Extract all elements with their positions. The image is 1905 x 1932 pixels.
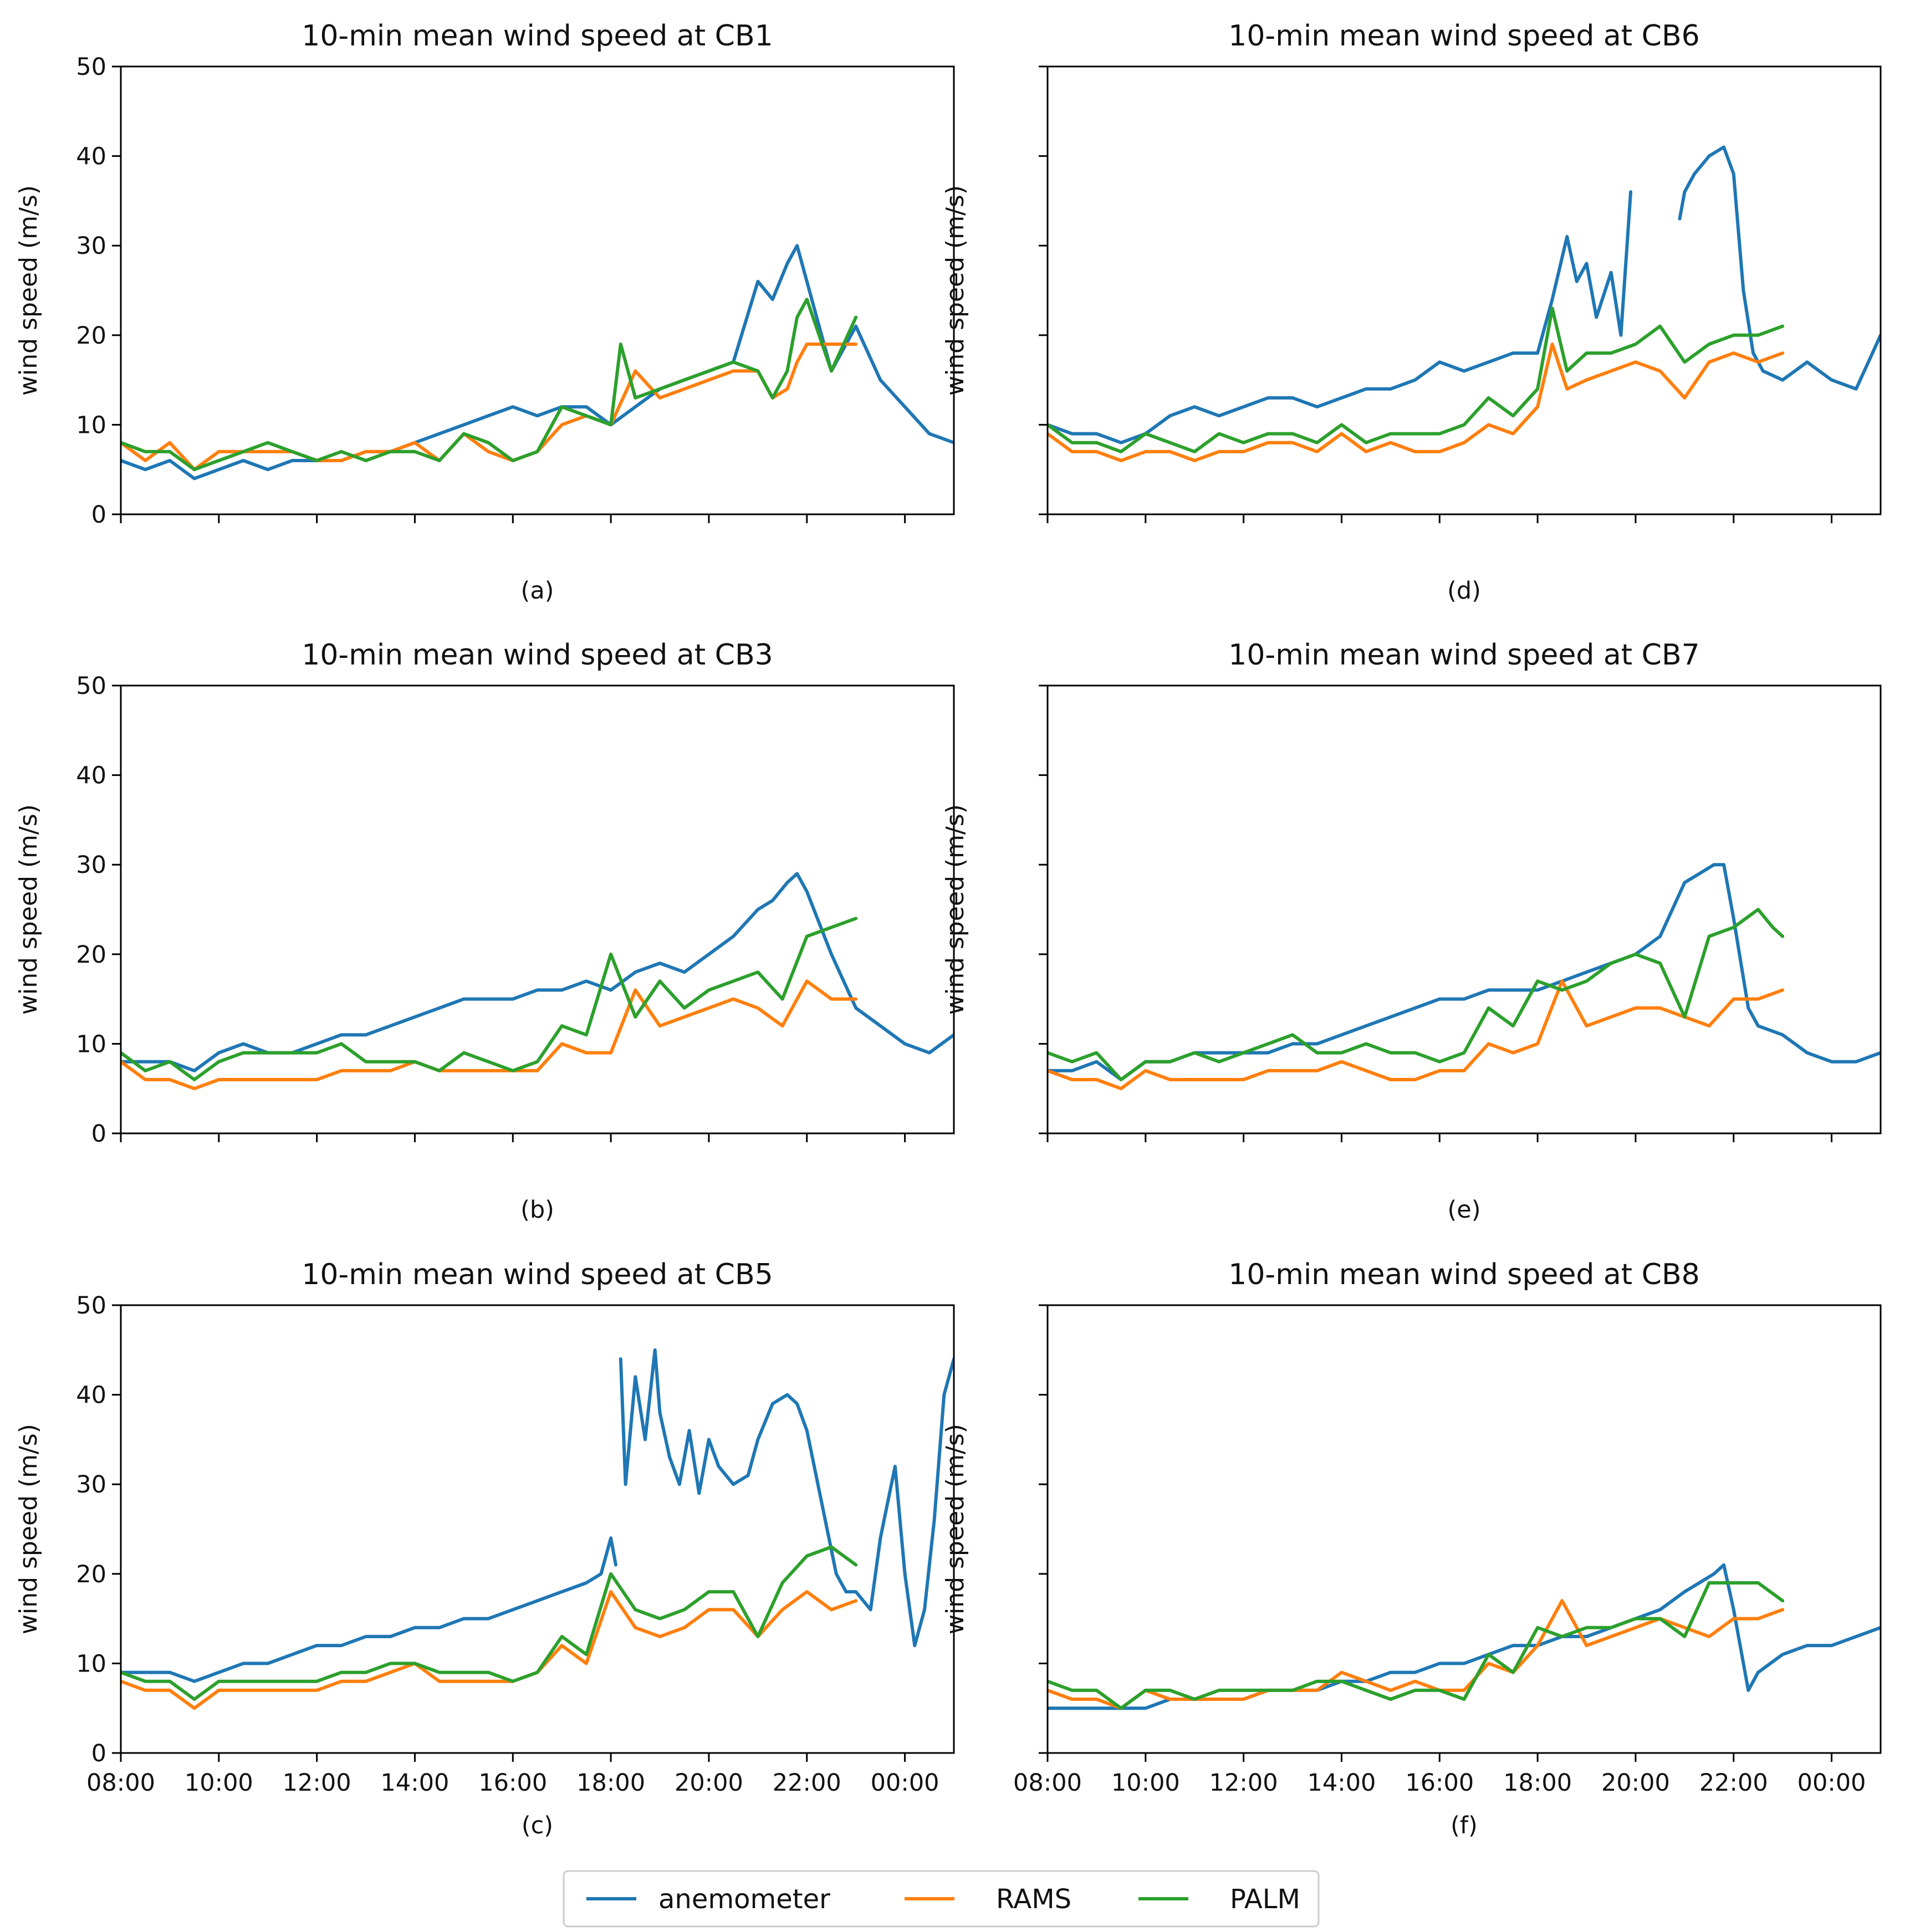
subplot-title: 10-min mean wind speed at CB5 [302,1258,773,1291]
y-axis-label: wind speed (m/s) [14,185,43,396]
series-line-anemometer [619,1348,954,1648]
y-axis-label: wind speed (m/s) [14,1424,43,1634]
x-tick-label: 12:00 [1209,1769,1278,1797]
x-tick-label: 10:00 [1111,1769,1180,1797]
y-tick-label: 20 [76,322,106,350]
x-tick-label: 22:00 [1699,1769,1768,1797]
subplot-cb7: 10-min mean wind speed at CB7 wind speed … [941,638,1882,1224]
axes-frame [120,65,955,515]
axes-frame [120,1304,955,1754]
y-axis-label: wind speed (m/s) [941,804,969,1015]
subplot-title: 10-min mean wind speed at CB1 [302,19,773,53]
y-tick-label: 20 [76,941,106,969]
series-group [1048,145,1881,462]
series-line-anemometer [1048,1563,1881,1710]
legend: anemometer RAMS PALM [563,1870,1320,1928]
x-tick-label: 14:00 [381,1769,450,1797]
x-tick-label: 10:00 [185,1769,253,1797]
axes-frame [1046,1304,1882,1754]
series-line-rams [121,979,858,1091]
series-line-anemometer [1048,863,1881,1081]
subplot-caption: (f) [1451,1812,1478,1839]
series-group [1048,1563,1881,1710]
x-tick-label: 00:00 [871,1769,939,1797]
series-group [121,872,954,1091]
x-tick-label: 22:00 [773,1769,841,1797]
y-tick-label: 40 [76,143,106,171]
y-tick-label: 0 [91,501,106,529]
subplot-title: 10-min mean wind speed at CB7 [1228,638,1699,672]
series-line-rams [1048,343,1785,462]
series-group [121,1348,954,1710]
y-tick-label: 50 [76,53,106,81]
series-line-palm [1048,908,1785,1081]
y-tick-label: 40 [76,1382,106,1409]
x-tick-label: 20:00 [1601,1769,1670,1797]
subplot-cb6: 10-min mean wind speed at CB6 wind speed … [941,19,1882,605]
x-tick-label: 16:00 [1405,1769,1474,1797]
series-line-rams [1048,1599,1785,1710]
subplot-cb1: 10-min mean wind speed at CB1 wind speed … [14,19,955,605]
x-tick-label: 00:00 [1797,1769,1866,1797]
subplot-title: 10-min mean wind speed at CB3 [302,638,773,672]
legend-label-rams: RAMS [996,1884,1071,1915]
series-line-anemometer [1678,145,1881,391]
y-tick-label: 30 [76,1471,106,1499]
axes-frame [1046,684,1882,1134]
x-tick-label: 08:00 [86,1769,155,1797]
legend-label-palm: PALM [1230,1884,1300,1915]
series-line-palm [1048,1581,1785,1710]
y-tick-label: 50 [76,1292,106,1320]
series-line-anemometer [121,1536,617,1683]
y-axis-label: wind speed (m/s) [941,185,969,396]
y-tick-label: 10 [76,1030,106,1058]
y-tick-label: 30 [76,851,106,879]
legend-label-anemometer: anemometer [658,1884,830,1915]
subplot-grid: 10-min mean wind speed at CB1 wind speed … [14,19,1882,1839]
subplot-cb3: 10-min mean wind speed at CB3 wind speed … [14,638,955,1224]
series-line-rams [121,1590,858,1710]
x-tick-label: 20:00 [675,1769,743,1797]
x-tick-label: 14:00 [1308,1769,1376,1797]
y-tick-label: 20 [76,1561,106,1588]
y-axis-label: wind speed (m/s) [14,804,43,1015]
subplot-caption: (a) [521,577,554,605]
x-tick-label: 08:00 [1013,1769,1082,1797]
subplot-caption: (e) [1447,1196,1480,1224]
x-tick-label: 16:00 [478,1769,547,1797]
subplot-caption: (c) [522,1812,553,1839]
x-tick-label: 18:00 [576,1769,645,1797]
subplot-caption: (d) [1447,577,1481,605]
series-line-anemometer [121,872,954,1072]
series-line-palm [121,917,858,1081]
series-line-palm [121,1545,858,1701]
y-tick-label: 10 [76,1650,106,1678]
y-tick-label: 40 [76,762,106,790]
y-tick-label: 50 [76,672,106,700]
series-group [121,244,954,481]
series-line-anemometer [1048,190,1633,444]
axes-frame [1046,65,1882,515]
series-line-rams [1048,979,1785,1091]
series-line-palm [1048,306,1785,453]
subplot-caption: (b) [520,1196,554,1224]
subplot-title: 10-min mean wind speed at CB6 [1228,19,1699,53]
y-tick-label: 0 [91,1740,106,1767]
y-tick-label: 30 [76,232,106,260]
y-tick-label: 0 [91,1120,106,1148]
y-tick-label: 10 [76,411,106,439]
subplot-title: 10-min mean wind speed at CB8 [1228,1258,1699,1291]
subplot-cb8: 10-min mean wind speed at CB8 wind speed … [941,1258,1882,1839]
x-tick-label: 12:00 [283,1769,351,1797]
series-line-anemometer [121,244,954,481]
series-group [1048,863,1881,1091]
y-axis-label: wind speed (m/s) [941,1424,969,1634]
axes-frame [120,684,955,1134]
subplot-cb5: 10-min mean wind speed at CB5 wind speed … [14,1258,955,1839]
x-tick-label: 18:00 [1503,1769,1572,1797]
series-line-palm [121,298,858,472]
series-line-rams [121,343,858,472]
